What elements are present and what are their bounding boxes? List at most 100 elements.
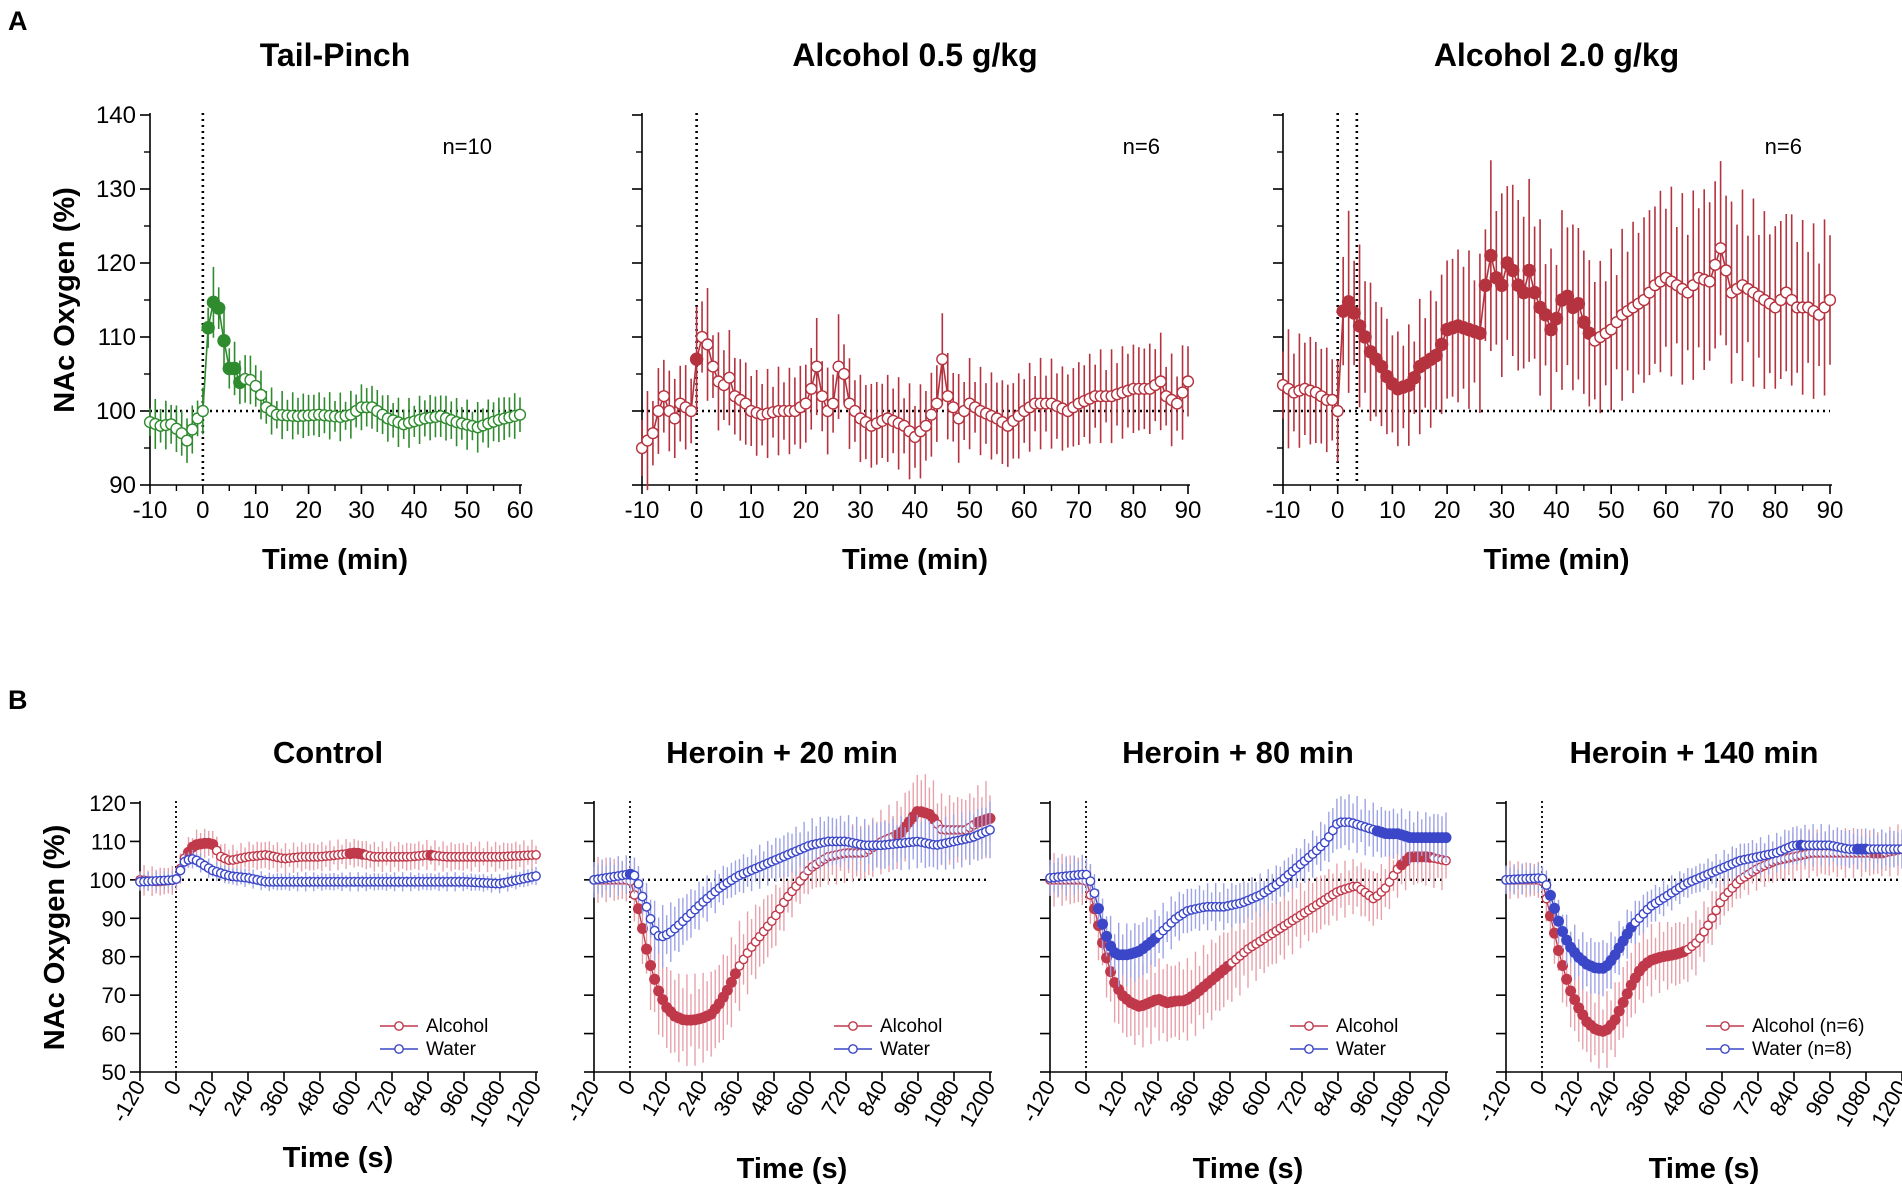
x-tick-label: 90 [1817,497,1844,524]
x-tick-label: 80 [1120,497,1147,524]
series-alcohol [1045,827,1451,1048]
data-point [1560,289,1575,303]
data-point [919,419,933,432]
chart-title: Tail-Pinch [260,37,411,73]
data-point [1154,375,1167,388]
x-tick-label: 600 [1236,1076,1276,1120]
data-point [1347,306,1361,320]
data-point [1553,915,1565,927]
x-tick-label: 1080 [918,1076,964,1131]
x-tick-label: 50 [956,497,983,524]
data-point [227,361,242,376]
data-point [1565,985,1577,997]
y-tick-label: 100 [89,868,126,893]
data-point [1522,263,1536,278]
data-point [706,360,720,373]
x-tick-label: 20 [295,497,322,524]
chart-heroin-140: Heroin + 140 min -120 01202403604806007208… [1473,735,1902,1185]
data-point [810,360,823,373]
chart-title: Heroin + 140 min [1570,735,1819,770]
x-axis-title: Time (s) [283,1142,394,1174]
data-point [531,871,541,881]
data-point [180,434,194,447]
x-tick-label: 1200 [500,1076,546,1131]
data-point [816,390,829,403]
x-tick-label: 60 [507,497,534,524]
chart-title: Alcohol 2.0 g/kg [1434,37,1679,73]
x-tick-label: 0 [159,1076,187,1099]
data-point [837,367,851,381]
data-point [1341,295,1356,309]
n-label: n=6 [1765,134,1802,159]
chart-title: Alcohol 0.5 g/kg [792,37,1037,73]
x-tick-label: 360 [1620,1076,1660,1120]
x-tick-label: 720 [1728,1076,1768,1120]
x-tick-label: 70 [1707,497,1734,524]
legend-marker [1720,1021,1730,1031]
x-tick-label: 720 [816,1076,856,1120]
y-tick-label: 70 [102,983,126,1008]
x-tick-label: 0 [196,497,209,524]
y-tick-label: 120 [96,250,136,277]
data-point [1085,876,1096,887]
data-point [1429,348,1443,363]
data-point [936,353,949,366]
data-point [725,976,737,988]
x-tick-label: 30 [847,497,874,524]
x-tick-label: 120 [636,1076,676,1120]
data-point [1703,920,1713,931]
data-point [1506,263,1520,278]
data-point [641,943,653,955]
data-point [1434,337,1449,352]
panel-label-b: B [8,685,28,715]
x-tick-label: 70 [1065,497,1092,524]
data-point [1707,913,1717,924]
data-point [1557,925,1569,937]
data-point [646,427,660,440]
x-axis-title: Time (s) [737,1153,848,1185]
x-tick-label: 480 [744,1076,784,1120]
data-point [925,408,938,421]
n-label: n=10 [442,134,492,159]
data-point [649,973,661,985]
y-tick-label: 100 [96,398,136,425]
x-tick-label: 840 [1764,1076,1804,1120]
data-point [1358,330,1372,344]
data-point [1719,264,1733,277]
data-point [171,874,182,884]
data-point [729,968,741,980]
legend-label: Alcohol (n=6) [1752,1016,1864,1037]
y-tick-label: 50 [102,1060,126,1085]
x-tick-label: 50 [1598,497,1625,524]
data-point [941,390,954,403]
y-axis-title: NAc Oxygen (%) [49,187,81,413]
x-tick-label: 1200 [1866,1076,1902,1131]
y-tick-label: 110 [91,829,126,854]
legend-marker [1304,1021,1314,1031]
x-tick-label: 1200 [954,1076,1000,1131]
x-tick-label: 10 [738,497,765,524]
data-point [175,865,186,876]
x-tick-label: 480 [290,1076,330,1120]
legend-marker [848,1044,858,1054]
data-point [186,423,199,436]
x-tick-label: 1080 [1830,1076,1876,1131]
y-tick-label: 90 [102,906,126,931]
data-point [1181,375,1195,388]
x-tick-label: 1080 [464,1076,510,1131]
x-tick-label: 120 [182,1076,222,1120]
chart-title: Heroin + 80 min [1122,735,1354,770]
chart-heroin-20: Heroin + 20 min -120 012024036048060072084… [561,735,1001,1185]
data-point [1484,248,1498,263]
x-tick-label: 10 [1379,497,1406,524]
data-point [1709,258,1722,271]
x-tick-label: 0 [613,1076,641,1099]
x-tick-label: 840 [1308,1076,1348,1120]
data-point [805,382,818,395]
data-point [930,397,943,410]
n-label: n=6 [1123,134,1160,159]
data-point [201,321,215,335]
data-point [1577,315,1591,329]
legend-label: Water (n=8) [1752,1039,1852,1060]
